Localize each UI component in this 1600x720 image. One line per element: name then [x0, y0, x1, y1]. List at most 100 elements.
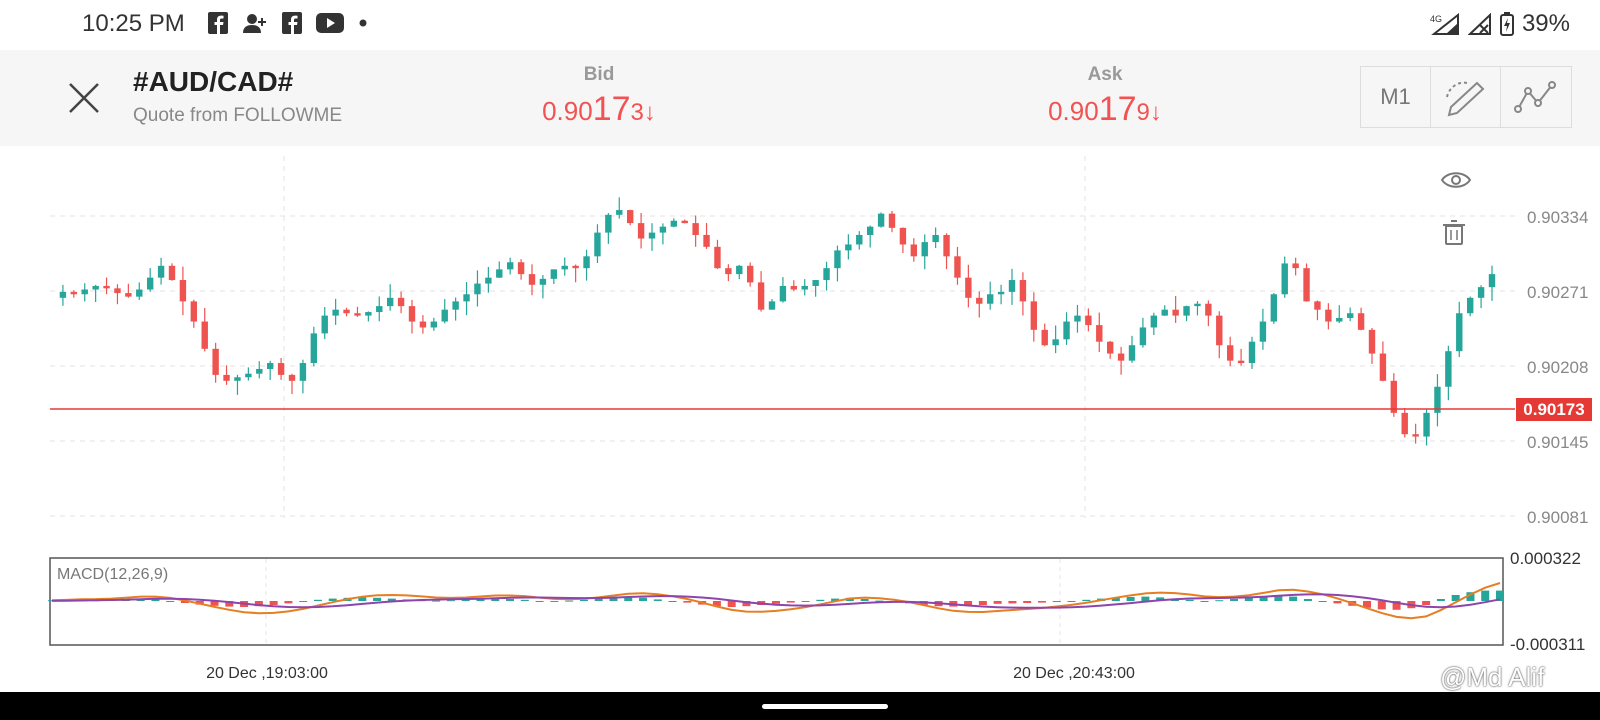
macd-bar	[668, 601, 677, 602]
candle-body	[125, 293, 132, 297]
candle-body	[670, 220, 678, 227]
ask-label: Ask	[1087, 64, 1123, 85]
candle-body	[1019, 280, 1027, 302]
candle-body	[1434, 386, 1441, 413]
watermark: @Md Alif	[1440, 662, 1545, 692]
trash-icon[interactable]	[1443, 220, 1465, 245]
candle-body	[637, 223, 645, 239]
candle-body	[561, 265, 568, 270]
ask-prefix: 0.90	[1048, 96, 1099, 126]
candle-body	[463, 294, 470, 302]
bid-arrow-down-icon: ↓	[643, 99, 656, 126]
home-gesture-handle[interactable]	[762, 704, 888, 709]
candle-body	[692, 223, 699, 235]
candle-body	[1259, 321, 1267, 342]
candle-body	[1205, 303, 1212, 316]
macd-bar	[1200, 601, 1209, 602]
macd-bar	[550, 601, 559, 602]
add-contact-icon	[243, 14, 266, 33]
candle-body	[910, 244, 918, 257]
macd-bar	[1037, 601, 1046, 603]
facebook-icon	[282, 12, 302, 34]
candle-body	[1423, 412, 1430, 437]
bid-quote: Bid 0.90173↓	[519, 64, 679, 129]
indicator-button[interactable]	[1501, 67, 1571, 127]
candle-body	[223, 374, 230, 381]
candle-body	[92, 285, 99, 290]
candle-body	[626, 210, 634, 224]
facebook-icon	[208, 12, 228, 34]
candle-body	[517, 262, 525, 275]
macd-line	[51, 582, 1501, 620]
candle-body	[441, 309, 448, 322]
candle-body	[1357, 313, 1365, 330]
symbol-title: #AUD/CAD#	[133, 66, 294, 97]
macd-bar	[624, 597, 633, 601]
candle-body	[921, 242, 928, 257]
macd-bar	[180, 601, 189, 603]
candle-body	[212, 348, 219, 375]
candle-body	[1194, 303, 1201, 307]
candle-body	[506, 262, 514, 270]
ask-quote: Ask 0.90179↓	[1025, 64, 1185, 129]
macd-bar	[742, 601, 751, 607]
candle-body	[1379, 353, 1387, 381]
candle-body	[256, 368, 263, 374]
candle-body	[1445, 351, 1452, 387]
macd-bar	[1363, 601, 1372, 608]
candle-body	[757, 282, 765, 310]
candle-body	[332, 309, 339, 316]
macd-bar	[801, 601, 810, 602]
macd-bar	[358, 597, 367, 601]
y-tick-label: 0.90145	[1527, 433, 1588, 452]
drawing-tool-button[interactable]	[1431, 67, 1501, 127]
candle-body	[1488, 274, 1496, 288]
candle-body	[539, 278, 547, 285]
macd-bar	[1259, 596, 1268, 601]
macd-bar	[432, 600, 441, 602]
candle-body	[485, 277, 492, 284]
macd-bar	[860, 599, 869, 601]
candle-body	[430, 321, 438, 328]
eye-icon[interactable]	[1440, 172, 1472, 188]
timeframe-button[interactable]: M1	[1361, 67, 1431, 127]
price-chart[interactable]: 0.90173 0.90334 0.90271 0.90208 0.90145 …	[0, 146, 1600, 692]
candle-body	[1390, 380, 1398, 413]
candle-body	[866, 226, 874, 235]
candle-body	[299, 363, 307, 381]
candle-body	[496, 269, 503, 278]
close-button[interactable]	[62, 76, 106, 120]
candle-body	[834, 250, 841, 269]
signal-4g-icon: 4G	[1430, 13, 1459, 35]
macd-bar	[328, 598, 337, 601]
candle-body	[1172, 309, 1179, 316]
macd-bar	[1274, 595, 1283, 601]
candle-body	[725, 268, 732, 275]
candle-body	[714, 246, 721, 269]
macd-bar	[1481, 590, 1490, 601]
current-price-tag	[1516, 398, 1592, 421]
candle-body	[408, 306, 416, 322]
time-axis-label: 20 Dec ,20:43:00	[1013, 665, 1135, 682]
candle-body	[550, 269, 558, 279]
ask-small-digit: 9	[1136, 99, 1150, 126]
candle-body	[583, 256, 590, 269]
macd-y-min: -0.000311	[1510, 635, 1585, 654]
macd-bar	[1111, 597, 1120, 601]
macd-bar	[727, 601, 736, 607]
candle-body	[528, 274, 536, 285]
ask-arrow-down-icon: ↓	[1149, 99, 1162, 126]
candle-body	[1041, 329, 1048, 346]
y-tick-label: 0.90271	[1527, 283, 1588, 302]
macd-bar	[1008, 601, 1017, 604]
candle-body	[343, 309, 350, 314]
macd-bar	[653, 599, 662, 601]
bid-small-digit: 3	[630, 99, 644, 126]
macd-bar	[712, 601, 721, 607]
candle-body	[397, 297, 405, 307]
candle-body	[157, 265, 165, 278]
macd-bar	[225, 601, 234, 607]
candle-body	[1128, 345, 1136, 361]
candle-body	[59, 291, 67, 298]
y-tick-label: 0.90208	[1527, 358, 1588, 377]
